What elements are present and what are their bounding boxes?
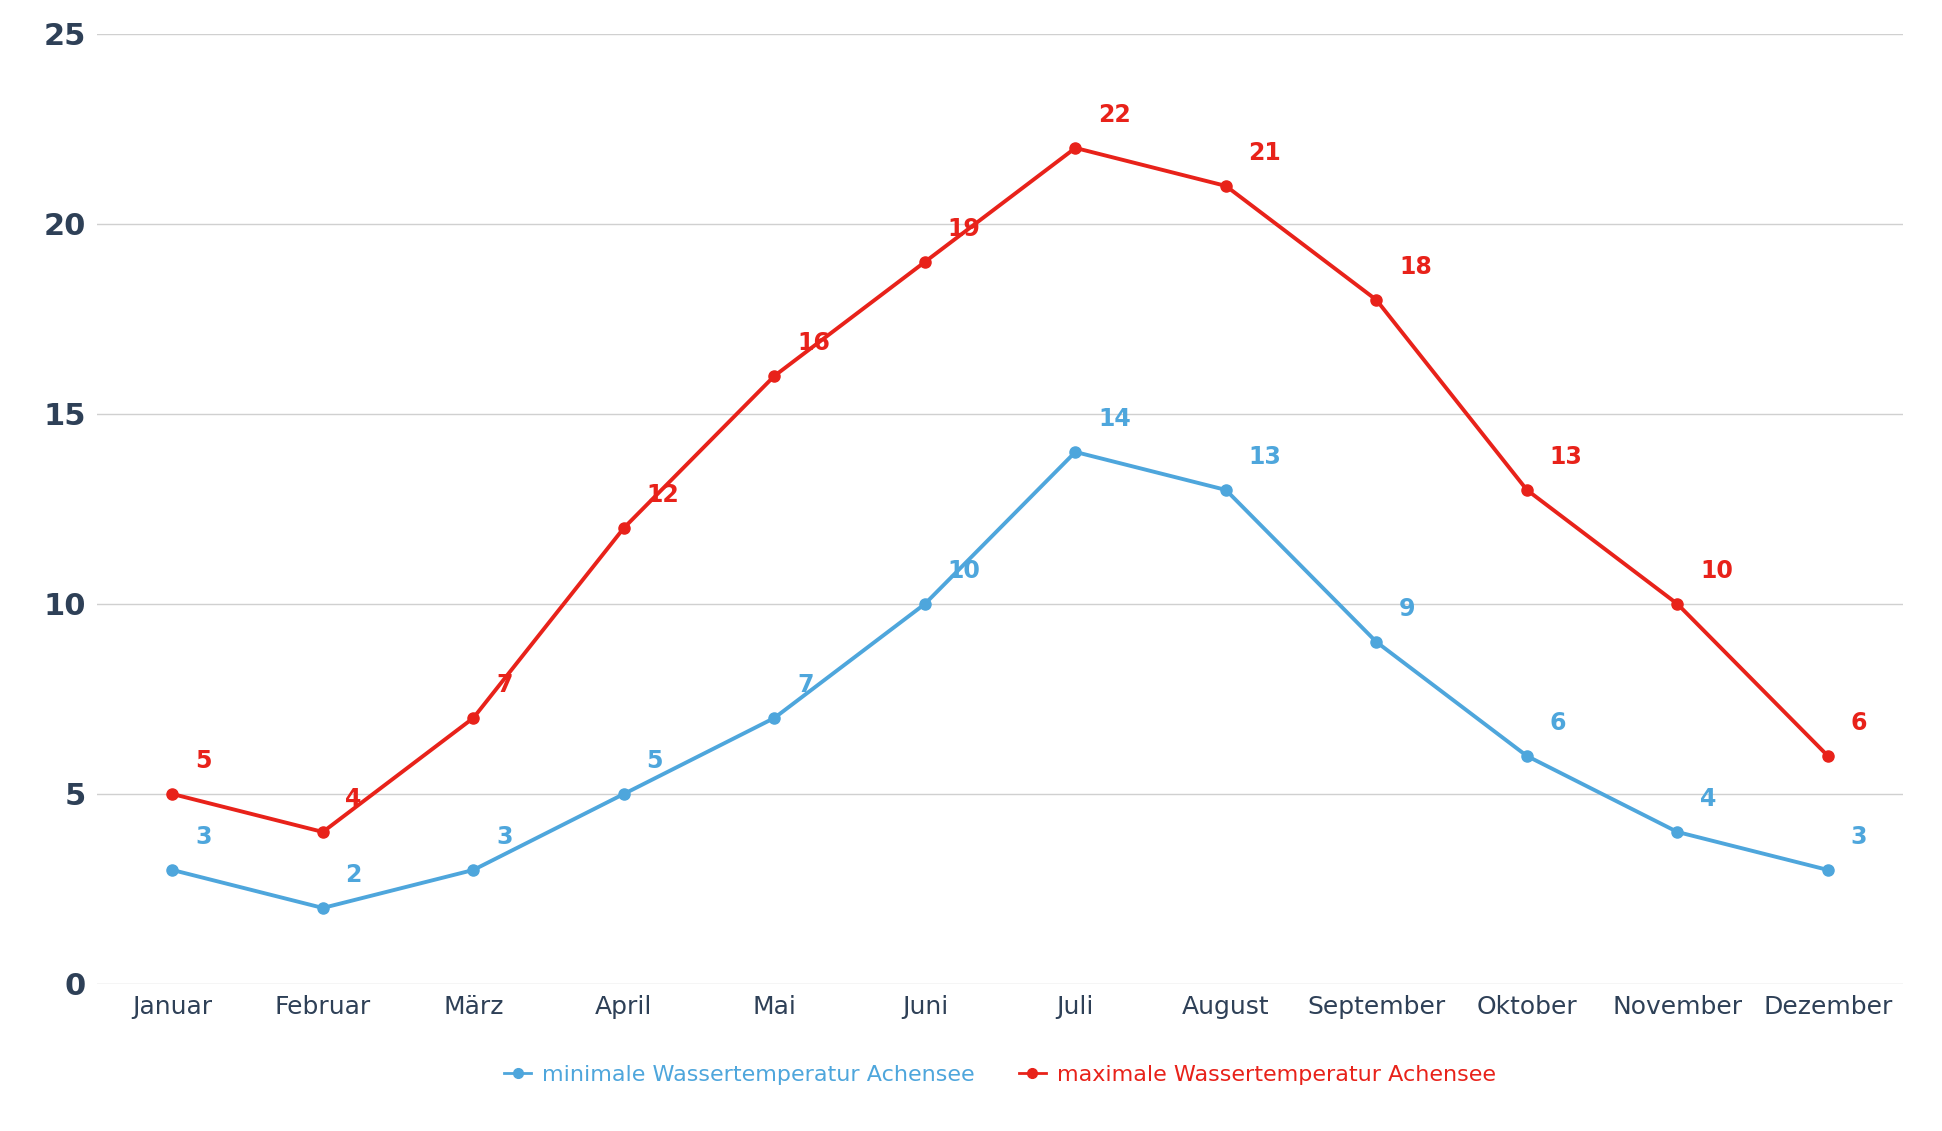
maximale Wassertemperatur Achensee [462,711,486,725]
minimale Wassertemperatur Achensee [462,863,486,877]
Text: 10: 10 [1699,559,1732,584]
Text: 5: 5 [194,749,212,774]
Text: 2: 2 [346,863,361,887]
Text: 12: 12 [647,483,680,507]
Text: 9: 9 [1398,597,1416,621]
maximale Wassertemperatur Achensee [1214,179,1237,192]
Text: 6: 6 [1550,711,1565,735]
maximale Wassertemperatur Achensee [1515,483,1538,497]
maximale Wassertemperatur Achensee [913,256,936,269]
Line: minimale Wassertemperatur Achensee: minimale Wassertemperatur Achensee [167,447,1833,914]
minimale Wassertemperatur Achensee [311,901,334,915]
Text: 14: 14 [1097,407,1130,431]
Text: 4: 4 [346,787,361,811]
minimale Wassertemperatur Achensee [763,711,787,725]
maximale Wassertemperatur Achensee [763,369,787,382]
maximale Wassertemperatur Achensee [1816,749,1839,762]
Text: 3: 3 [495,824,513,849]
Text: 19: 19 [948,217,981,241]
Text: 16: 16 [796,331,829,355]
Legend: minimale Wassertemperatur Achensee, maximale Wassertemperatur Achensee: minimale Wassertemperatur Achensee, maxi… [493,1054,1507,1096]
Text: 18: 18 [1398,254,1431,279]
minimale Wassertemperatur Achensee [1064,446,1088,459]
Text: 4: 4 [1699,787,1717,811]
maximale Wassertemperatur Achensee [161,787,184,801]
Text: 21: 21 [1249,141,1282,165]
minimale Wassertemperatur Achensee [1666,826,1690,839]
minimale Wassertemperatur Achensee [161,863,184,877]
minimale Wassertemperatur Achensee [913,597,936,611]
Text: 22: 22 [1097,103,1130,127]
minimale Wassertemperatur Achensee [1515,749,1538,762]
minimale Wassertemperatur Achensee [1365,636,1389,649]
Text: 13: 13 [1550,444,1583,469]
maximale Wassertemperatur Achensee [1064,141,1088,155]
Text: 10: 10 [948,559,981,584]
Line: maximale Wassertemperatur Achensee: maximale Wassertemperatur Achensee [167,143,1833,838]
Text: 5: 5 [647,749,662,774]
maximale Wassertemperatur Achensee [612,521,635,535]
Text: 7: 7 [796,673,814,697]
Text: 6: 6 [1851,711,1866,735]
Text: 3: 3 [1851,824,1866,849]
Text: 3: 3 [194,824,212,849]
Text: 13: 13 [1249,444,1282,469]
minimale Wassertemperatur Achensee [1214,483,1237,497]
minimale Wassertemperatur Achensee [1816,863,1839,877]
maximale Wassertemperatur Achensee [1365,293,1389,307]
minimale Wassertemperatur Achensee [612,787,635,801]
maximale Wassertemperatur Achensee [1666,597,1690,611]
Text: 7: 7 [495,673,513,697]
maximale Wassertemperatur Achensee [311,826,334,839]
